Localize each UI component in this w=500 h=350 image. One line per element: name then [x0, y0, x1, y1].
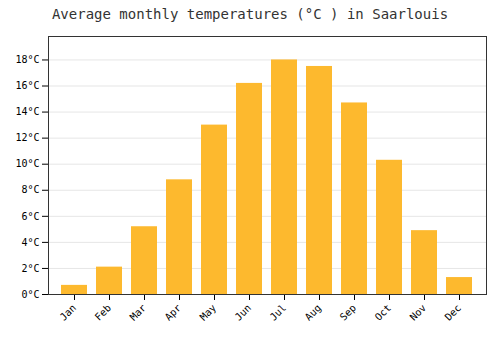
- svg-text:4°C: 4°C: [21, 237, 39, 248]
- svg-text:Oct: Oct: [373, 302, 394, 323]
- svg-text:0°C: 0°C: [21, 289, 39, 300]
- svg-text:Jun: Jun: [233, 302, 254, 323]
- svg-text:Mar: Mar: [128, 302, 149, 323]
- svg-text:16°C: 16°C: [15, 80, 39, 91]
- svg-text:Sep: Sep: [338, 302, 359, 323]
- svg-text:Feb: Feb: [93, 302, 114, 323]
- svg-text:6°C: 6°C: [21, 211, 39, 222]
- svg-text:Aug: Aug: [303, 302, 324, 323]
- svg-text:Jul: Jul: [268, 302, 289, 323]
- svg-text:May: May: [198, 302, 219, 323]
- svg-text:18°C: 18°C: [15, 54, 39, 65]
- svg-text:Nov: Nov: [408, 302, 429, 323]
- svg-text:Apr: Apr: [163, 302, 184, 323]
- svg-text:12°C: 12°C: [15, 132, 39, 143]
- svg-text:Jan: Jan: [58, 302, 79, 323]
- svg-text:8°C: 8°C: [21, 184, 39, 195]
- html-text:Average monthly temperatures (: Average monthly temperatures (°C ) in Sa…: [51, 6, 449, 22]
- svg-text:10°C: 10°C: [15, 158, 39, 169]
- svg-text:14°C: 14°C: [15, 106, 39, 117]
- svg-text:2°C: 2°C: [21, 263, 39, 274]
- svg-text:Dec: Dec: [443, 302, 464, 323]
